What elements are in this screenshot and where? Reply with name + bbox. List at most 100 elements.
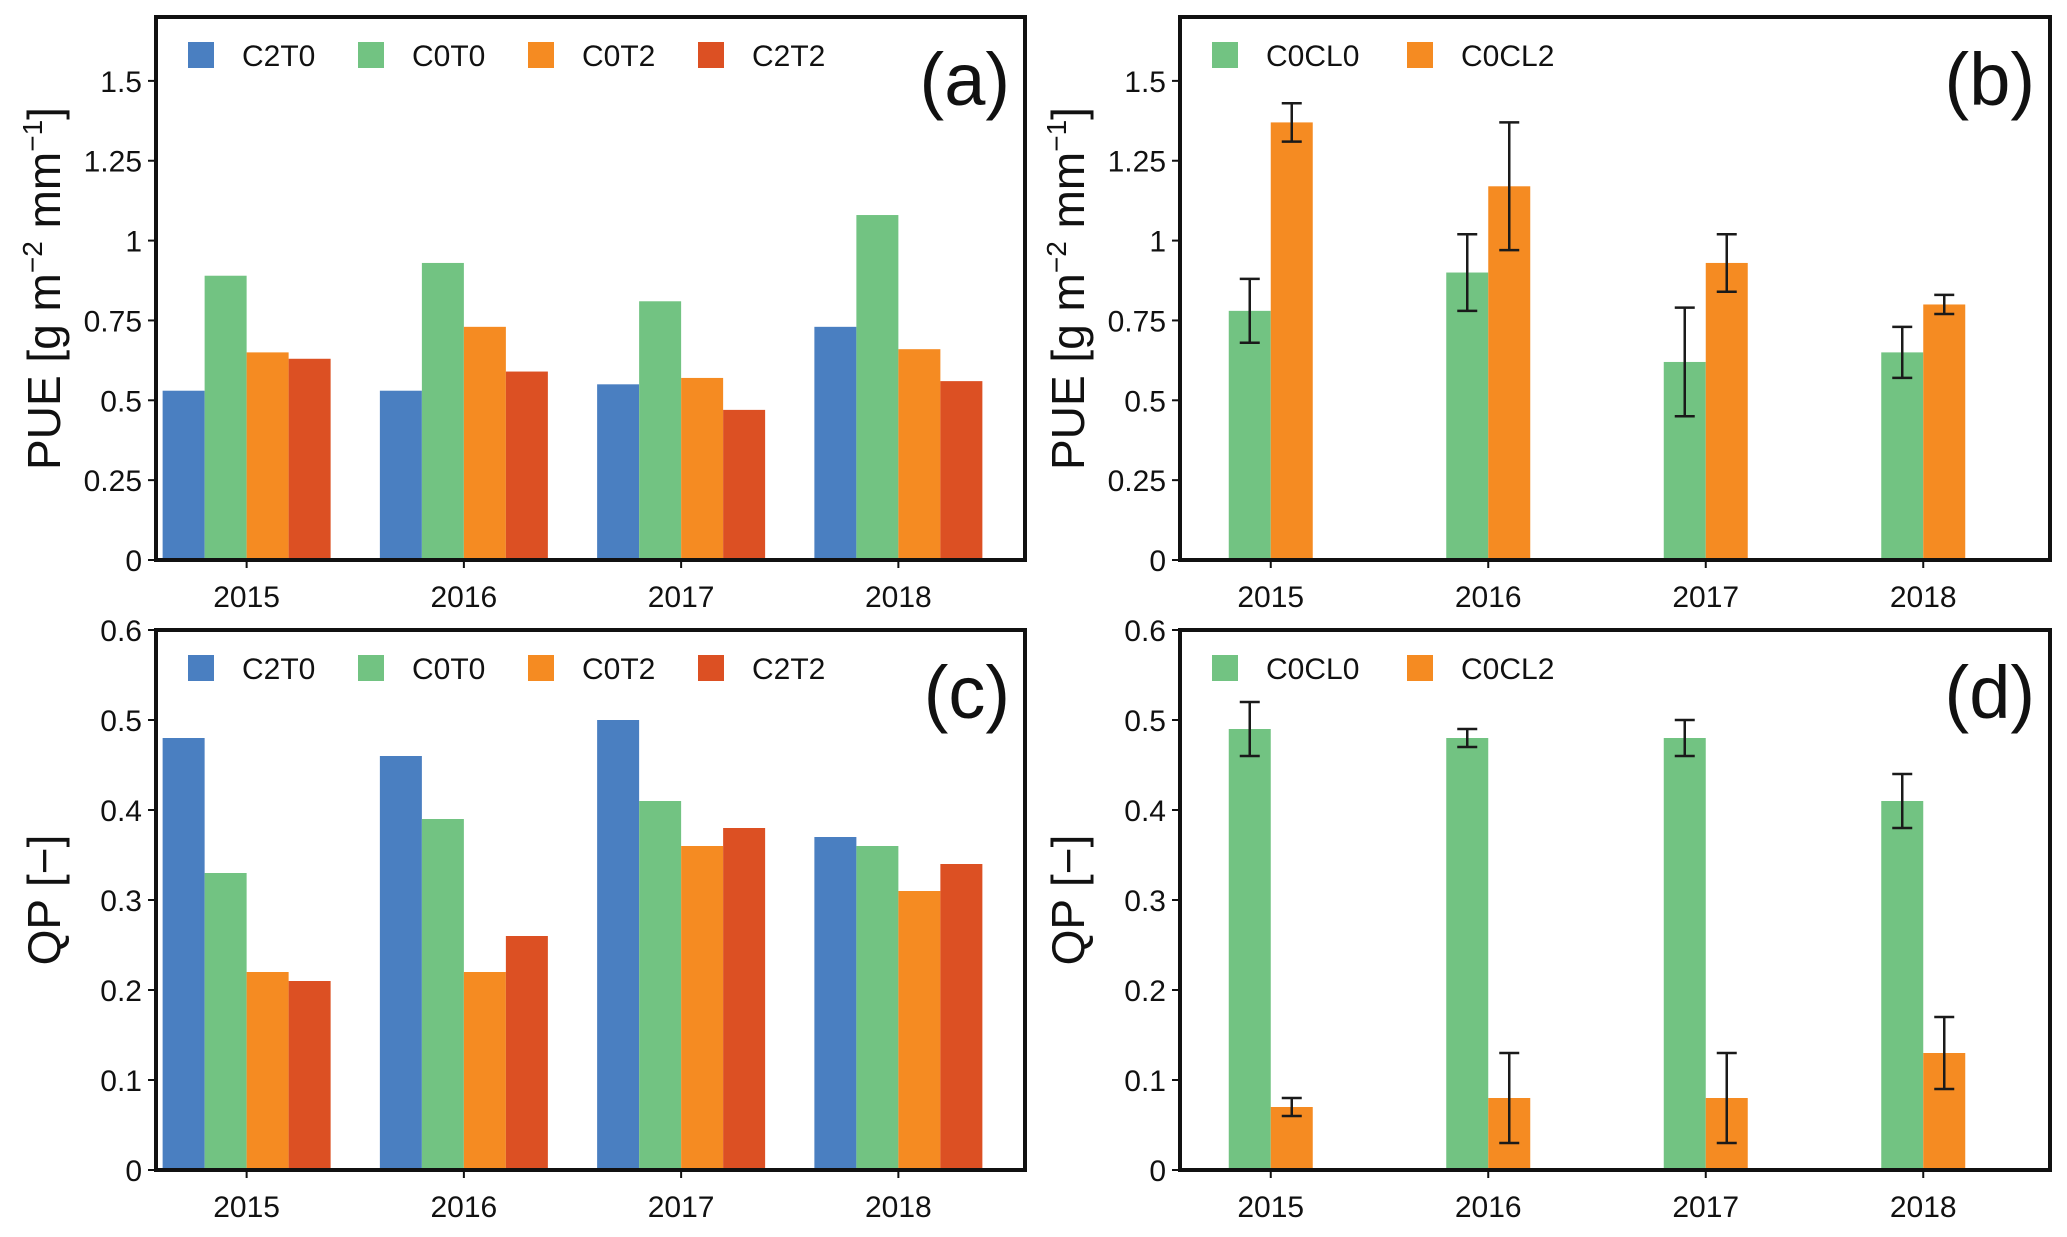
legend-swatch-C2T2 — [698, 655, 724, 681]
bar-C2T0-2015 — [162, 738, 205, 1170]
error-bar-C0CL0-2018 — [1892, 772, 1913, 830]
y-tick-label: 1 — [1149, 226, 1166, 259]
x-tick-label: 2016 — [431, 581, 498, 614]
y-axis-title-sup: −2 — [17, 241, 48, 273]
y-tick-label: 0.4 — [100, 795, 142, 828]
y-axis-title-sup: −1 — [17, 120, 48, 152]
y-tick-label: 0.1 — [100, 1065, 142, 1098]
bar-C0CL0-2015 — [1228, 310, 1271, 560]
bar-C0CL0-2015 — [1228, 729, 1271, 1170]
y-tick-label: 1.25 — [84, 146, 142, 179]
y-axis-title-main: PUE [g m — [18, 273, 70, 470]
bar-C0T0-2018 — [856, 846, 899, 1170]
error-bar-C0CL0-2016 — [1457, 232, 1478, 313]
bar-C0T2-2016 — [463, 326, 506, 560]
bar-C2T2-2018 — [940, 381, 983, 560]
legend-swatch-C2T0 — [188, 655, 214, 681]
x-tick-label: 2018 — [1890, 581, 1957, 614]
error-bar-C0CL2-2016 — [1499, 1051, 1520, 1145]
bar-C0T0-2016 — [421, 262, 464, 560]
x-tick-label: 2015 — [1237, 1191, 1304, 1224]
bar-C0CL0-2018 — [1881, 801, 1924, 1170]
legend-swatch-C0T2 — [528, 42, 554, 68]
bar-C2T0-2016 — [379, 756, 422, 1170]
bar-C0T0-2016 — [421, 819, 464, 1170]
bar-C0T2-2018 — [898, 891, 941, 1170]
legend: C2T0 C0T0 C0T2 C2T2 — [188, 653, 825, 686]
bar-C0T2-2017 — [681, 846, 724, 1170]
x-tick-label: 2015 — [1237, 581, 1304, 614]
y-tick-label: 0.3 — [1124, 885, 1166, 918]
bar-C0T0-2015 — [204, 275, 247, 560]
legend-label-C2T0: C2T0 — [242, 653, 315, 686]
panel-label: (a) — [920, 38, 1010, 121]
bar-C0T0-2017 — [639, 301, 682, 560]
error-bar-C0CL2-2018 — [1934, 1015, 1955, 1091]
y-tick-label: 0.5 — [1124, 705, 1166, 738]
y-tick-label: 0.3 — [100, 885, 142, 918]
y-tick-label: 0.1 — [1124, 1065, 1166, 1098]
legend-label-C2T2: C2T2 — [752, 40, 825, 73]
y-axis-title-sup: −2 — [1041, 241, 1072, 273]
y-tick-label: 0.5 — [1124, 385, 1166, 418]
bar-C0CL2-2015 — [1270, 1107, 1313, 1170]
bar-C2T0-2018 — [814, 837, 857, 1170]
plot-frame — [154, 15, 1027, 562]
legend-label-C0T2: C0T2 — [582, 40, 655, 73]
error-bar-C0CL0-2017 — [1674, 306, 1695, 418]
bar-C2T2-2017 — [723, 409, 766, 560]
error-bar-C0CL2-2017 — [1716, 1051, 1737, 1145]
bar-C2T0-2017 — [597, 720, 640, 1170]
y-axis-title: PUE [g m−2 mm−1] — [1041, 107, 1094, 470]
error-bar-C0CL2-2015 — [1281, 101, 1302, 143]
bar-C2T2-2016 — [505, 936, 548, 1170]
legend-label-C2T2: C2T2 — [752, 653, 825, 686]
bar-C0CL2-2015 — [1270, 122, 1313, 560]
y-axis-title-end: ] — [18, 107, 70, 120]
y-tick-label: 0.6 — [100, 615, 142, 648]
bar-C2T0-2018 — [814, 326, 857, 560]
legend-label-C0CL0: C0CL0 — [1266, 40, 1359, 73]
y-tick-label: 0.25 — [84, 465, 142, 498]
y-tick-label: 1.5 — [1124, 66, 1166, 99]
panel-c: 0 0.1 0.2 0.3 0.4 0.5 0.6 2015 2016 2017 2018 QP [−… — [18, 615, 1027, 1224]
bar-C0T2-2017 — [681, 377, 724, 560]
legend-swatch-C0CL0 — [1212, 655, 1238, 681]
x-tick-label: 2017 — [1672, 581, 1739, 614]
legend-label-C0T2: C0T2 — [582, 653, 655, 686]
bar-C0CL0-2017 — [1663, 738, 1706, 1170]
y-tick-label: 0.5 — [100, 385, 142, 418]
legend-swatch-C0T0 — [358, 655, 384, 681]
y-axis-title-main: QP [−] — [1042, 835, 1094, 966]
y-tick-label: 0.25 — [1108, 465, 1166, 498]
y-tick-label: 0.2 — [100, 975, 142, 1008]
legend-swatch-C0CL2 — [1407, 655, 1433, 681]
y-axis-title-end: ] — [1042, 107, 1094, 120]
panel-label: (d) — [1945, 651, 2035, 734]
y-tick-label: 1.5 — [100, 66, 142, 99]
bar-C2T2-2017 — [723, 828, 766, 1170]
y-tick-label: 0.6 — [1124, 615, 1166, 648]
plot-frame — [1178, 15, 2052, 562]
bar-C0T2-2016 — [463, 972, 506, 1170]
y-tick-label: 0.2 — [1124, 975, 1166, 1008]
y-tick-label: 1 — [125, 226, 142, 259]
x-tick-label: 2018 — [1890, 1191, 1957, 1224]
error-bar-C0CL2-2018 — [1934, 293, 1955, 316]
error-bar-C0CL2-2015 — [1281, 1096, 1302, 1118]
bar-C0T0-2017 — [639, 801, 682, 1170]
legend-swatch-C0CL2 — [1407, 42, 1433, 68]
bar-C0T2-2015 — [246, 352, 289, 560]
y-axis-title: PUE [g m−2 mm−1] — [17, 107, 70, 470]
legend-label-C0CL2: C0CL2 — [1461, 40, 1554, 73]
bar-C2T2-2015 — [288, 358, 331, 560]
panel-label: (b) — [1945, 38, 2035, 121]
bar-C0CL0-2016 — [1446, 738, 1489, 1170]
bar-C0CL2-2018 — [1923, 304, 1966, 560]
legend-label-C0T0: C0T0 — [412, 653, 485, 686]
y-axis-title-mid: mm — [18, 152, 70, 241]
legend: C0CL0 C0CL2 — [1212, 653, 1554, 686]
x-tick-label: 2016 — [431, 1191, 498, 1224]
legend: C0CL0 C0CL2 — [1212, 40, 1554, 73]
error-bar-C0CL0-2015 — [1239, 277, 1260, 345]
